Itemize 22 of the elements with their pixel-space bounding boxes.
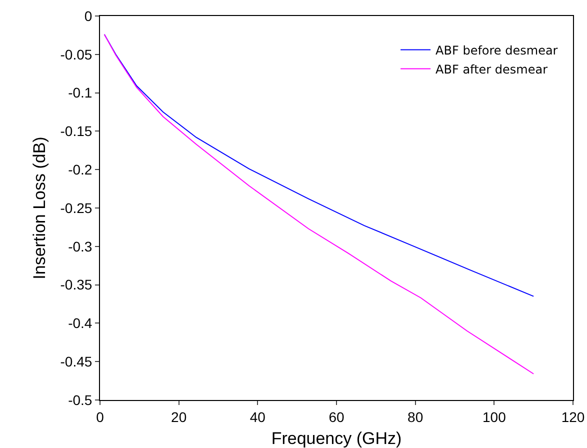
x-tick-label: 60: [328, 408, 344, 425]
y-tick-label: -0.4: [68, 315, 92, 332]
y-tick-label: 0: [84, 8, 92, 24]
y-tick-label: -0.25: [60, 200, 92, 216]
legend-label: ABF before desmear: [436, 43, 558, 58]
x-tick-label: 80: [408, 408, 424, 425]
y-tick-label: -0.45: [60, 354, 92, 370]
y-tick-label: -0.15: [60, 123, 92, 140]
y-tick-label: -0.2: [68, 162, 92, 178]
x-tick-label: 0: [96, 408, 104, 425]
x-tick-label: 20: [171, 408, 187, 425]
y-tick-label: -0.5: [68, 392, 92, 408]
y-axis-title: Insertion Loss (dB): [30, 136, 49, 280]
x-tick-label: 120: [561, 408, 585, 425]
x-axis-title: Frequency (GHz): [271, 429, 402, 448]
y-tick-label: -0.1: [68, 84, 92, 101]
y-tick-label: -0.05: [60, 46, 92, 62]
legend-label: ABF after desmear: [436, 62, 548, 76]
x-tick-label: 100: [482, 408, 506, 425]
y-tick-label: -0.35: [60, 276, 92, 293]
x-tick-label: 40: [250, 408, 266, 425]
y-tick-label: -0.3: [68, 238, 92, 254]
